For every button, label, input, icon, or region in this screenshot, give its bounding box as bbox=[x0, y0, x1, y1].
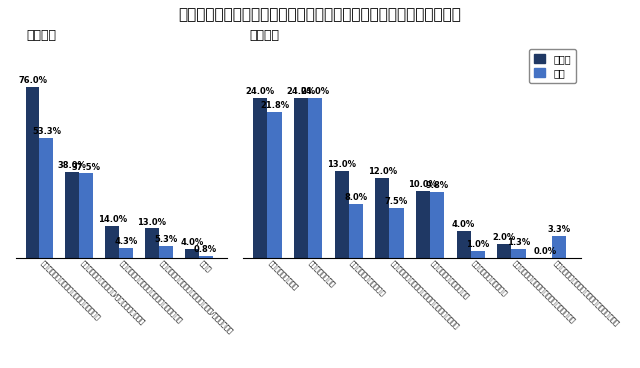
Text: 8.0%: 8.0% bbox=[344, 193, 367, 202]
Bar bbox=[40, 138, 53, 258]
Bar bbox=[145, 229, 159, 258]
Bar bbox=[79, 173, 93, 258]
Bar bbox=[308, 98, 323, 258]
Text: 0.8%: 0.8% bbox=[194, 245, 217, 254]
Text: 12.0%: 12.0% bbox=[368, 167, 397, 176]
Text: ソフト面: ソフト面 bbox=[26, 29, 56, 42]
Legend: 高校生, 主婦: 高校生, 主婦 bbox=[529, 49, 576, 83]
Text: 3.3%: 3.3% bbox=[548, 224, 571, 234]
Text: 1.0%: 1.0% bbox=[467, 240, 490, 249]
Bar bbox=[375, 178, 390, 258]
Text: 4.3%: 4.3% bbox=[115, 237, 138, 246]
Bar bbox=[294, 98, 308, 258]
Bar bbox=[119, 248, 133, 258]
Bar bbox=[471, 251, 485, 258]
Text: ハード面: ハード面 bbox=[250, 29, 280, 42]
Text: 53.3%: 53.3% bbox=[32, 127, 61, 136]
Bar bbox=[390, 208, 404, 258]
Text: 14.0%: 14.0% bbox=[97, 215, 127, 224]
Text: 4.0%: 4.0% bbox=[452, 220, 476, 229]
Text: 13.0%: 13.0% bbox=[138, 217, 166, 227]
Bar bbox=[335, 171, 349, 258]
Bar bbox=[497, 244, 511, 258]
Bar bbox=[105, 226, 119, 258]
Bar bbox=[159, 246, 173, 258]
Text: 自転車に乗っていてヒヤリと感じたり、ハッとした原因は何ですか。: 自転車に乗っていてヒヤリと感じたり、ハッとした原因は何ですか。 bbox=[179, 7, 461, 22]
Text: 37.5%: 37.5% bbox=[72, 163, 100, 171]
Text: 24.0%: 24.0% bbox=[301, 86, 330, 96]
Bar bbox=[349, 204, 363, 258]
Text: 76.0%: 76.0% bbox=[18, 76, 47, 85]
Bar bbox=[253, 98, 268, 258]
Bar bbox=[185, 249, 198, 258]
Text: 24.0%: 24.0% bbox=[287, 86, 316, 96]
Bar bbox=[65, 172, 79, 258]
Bar bbox=[552, 236, 566, 258]
Text: 5.3%: 5.3% bbox=[154, 235, 177, 244]
Text: 24.0%: 24.0% bbox=[246, 86, 275, 96]
Text: 2.0%: 2.0% bbox=[493, 233, 516, 242]
Text: 21.8%: 21.8% bbox=[260, 101, 289, 110]
Text: 4.0%: 4.0% bbox=[180, 238, 204, 247]
Text: 7.5%: 7.5% bbox=[385, 197, 408, 206]
Text: 0.0%: 0.0% bbox=[534, 247, 557, 256]
Text: 9.8%: 9.8% bbox=[426, 181, 449, 190]
Bar bbox=[511, 249, 525, 258]
Text: 1.3%: 1.3% bbox=[507, 238, 530, 247]
Bar bbox=[26, 87, 40, 258]
Bar bbox=[456, 231, 471, 258]
Text: 13.0%: 13.0% bbox=[327, 160, 356, 169]
Text: 38.0%: 38.0% bbox=[58, 162, 87, 170]
Bar bbox=[430, 192, 444, 258]
Text: 10.0%: 10.0% bbox=[408, 180, 438, 189]
Bar bbox=[268, 112, 282, 258]
Bar bbox=[198, 256, 212, 258]
Bar bbox=[416, 191, 430, 258]
